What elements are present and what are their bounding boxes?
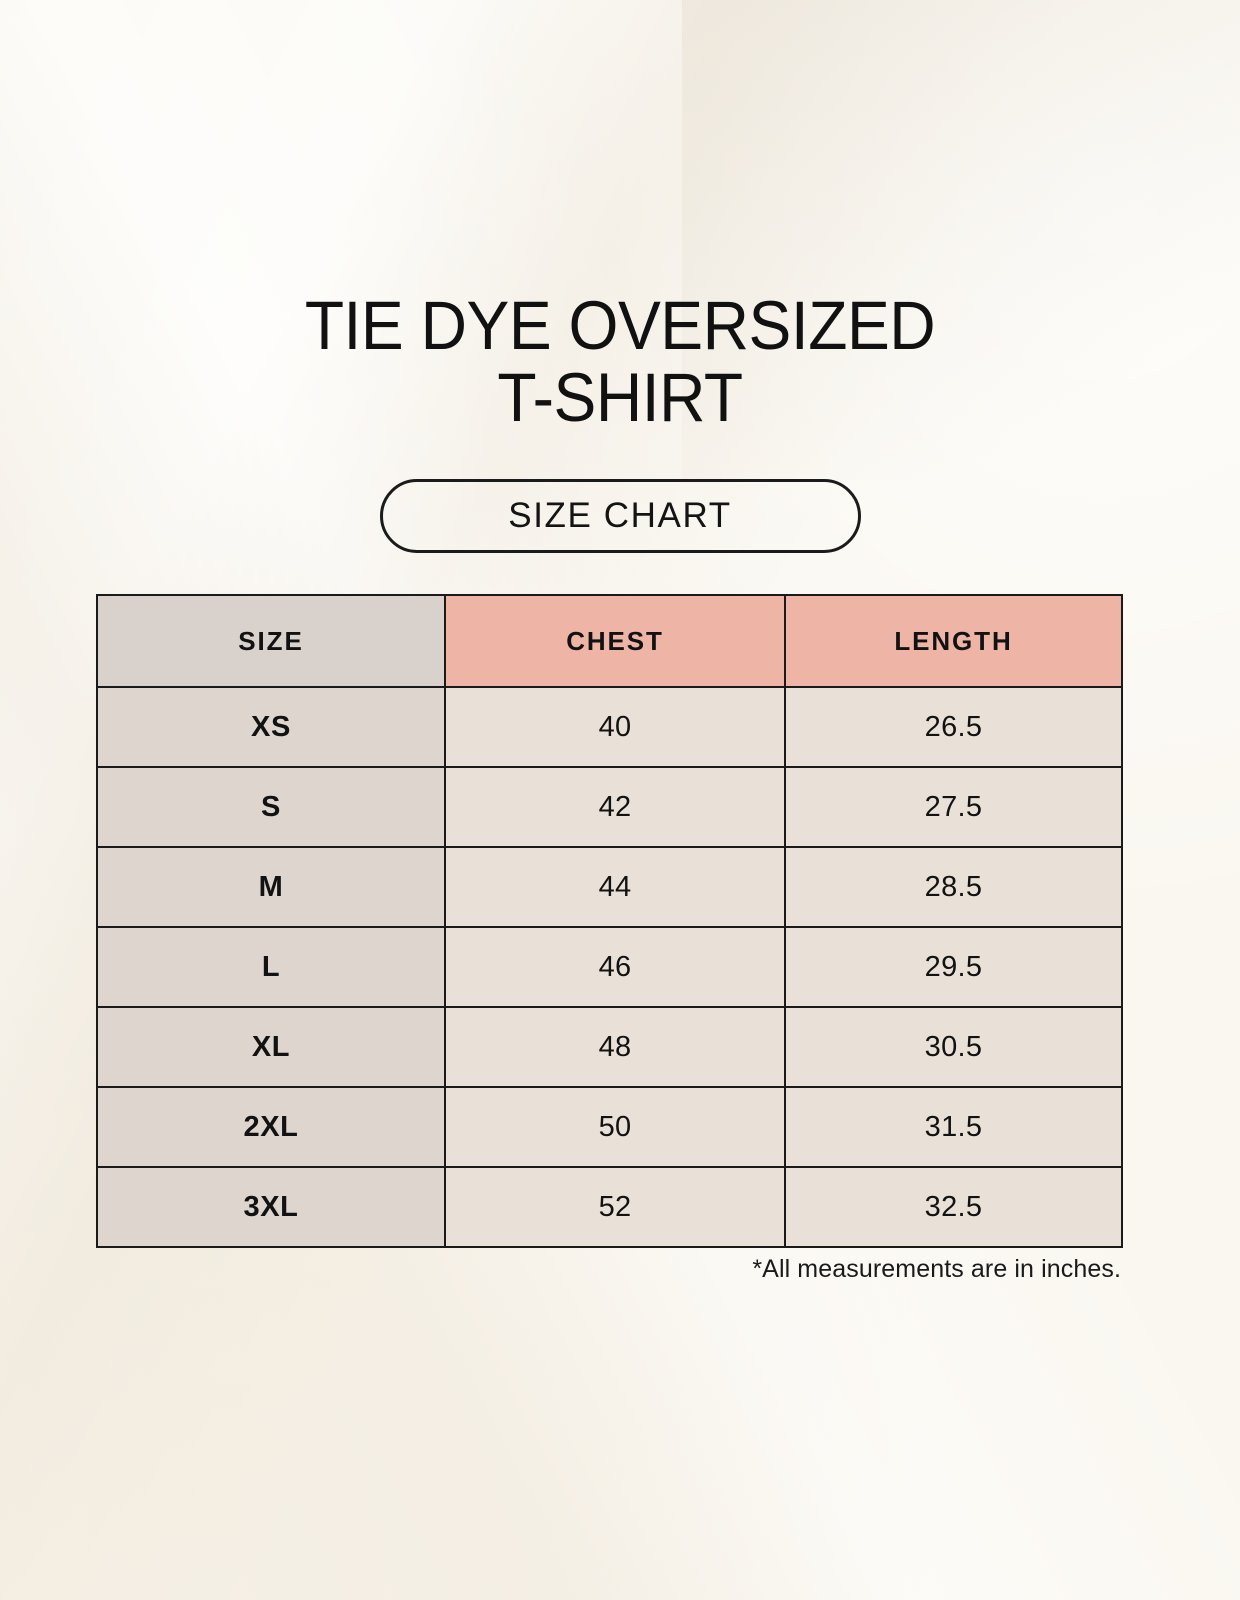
size-chart-badge: SIZE CHART [379, 479, 861, 553]
cell-chest: 50 [444, 1086, 786, 1168]
cell-length: 28.5 [784, 846, 1123, 928]
table-row: 3XL 52 32.5 [96, 1166, 1123, 1248]
cell-chest: 40 [444, 686, 786, 768]
cell-length: 27.5 [784, 766, 1123, 848]
cell-chest: 48 [444, 1006, 786, 1088]
cell-size: XL [96, 1006, 446, 1088]
table-row: L 46 29.5 [96, 926, 1123, 1008]
cell-length: 26.5 [784, 686, 1123, 768]
cell-size: L [96, 926, 446, 1008]
column-header-chest: CHEST [444, 594, 786, 688]
cell-chest: 52 [444, 1166, 786, 1248]
table-row: XS 40 26.5 [96, 686, 1123, 768]
size-chart-badge-row: SIZE CHART [0, 479, 1240, 553]
column-header-length: LENGTH [784, 594, 1123, 688]
table-row: M 44 28.5 [96, 846, 1123, 928]
table-body: XS 40 26.5 S 42 27.5 M 44 28.5 L 46 [96, 686, 1123, 1248]
page-title: TIE DYE OVERSIZED T-SHIRT [304, 287, 936, 436]
size-chart-table-wrapper: SIZE CHEST LENGTH XS 40 26.5 S 42 27.5 M [96, 594, 1123, 1248]
cell-chest: 42 [444, 766, 786, 848]
cell-chest: 44 [444, 846, 786, 928]
size-chart-table: SIZE CHEST LENGTH XS 40 26.5 S 42 27.5 M [96, 594, 1123, 1248]
cell-length: 31.5 [784, 1086, 1123, 1168]
table-row: 2XL 50 31.5 [96, 1086, 1123, 1168]
cell-size: XS [96, 686, 446, 768]
cell-length: 30.5 [784, 1006, 1123, 1088]
measurement-unit-footnote: *All measurements are in inches. [752, 1255, 1121, 1283]
column-header-size: SIZE [96, 594, 446, 688]
cell-length: 29.5 [784, 926, 1123, 1008]
cell-size: 3XL [96, 1166, 446, 1248]
table-header: SIZE CHEST LENGTH [96, 594, 1123, 688]
cell-length: 32.5 [784, 1166, 1123, 1248]
table-row: S 42 27.5 [96, 766, 1123, 848]
cell-size: S [96, 766, 446, 848]
cell-chest: 46 [444, 926, 786, 1008]
table-row: XL 48 30.5 [96, 1006, 1123, 1088]
table-header-row: SIZE CHEST LENGTH [96, 594, 1123, 688]
cell-size: M [96, 846, 446, 928]
cell-size: 2XL [96, 1086, 446, 1168]
